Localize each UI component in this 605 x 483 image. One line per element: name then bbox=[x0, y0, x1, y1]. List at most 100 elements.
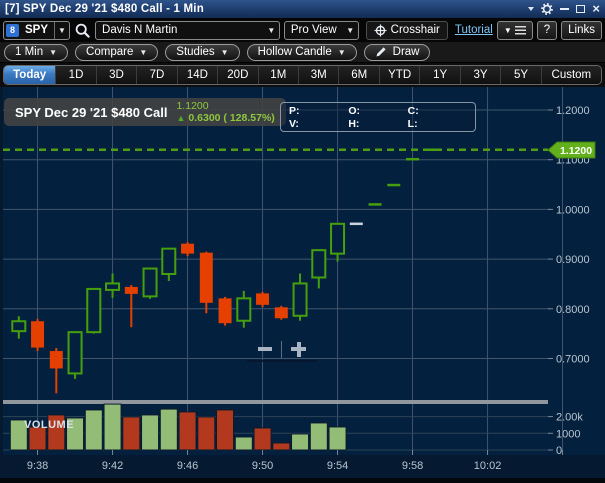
account-dropdown[interactable]: Davis N Martin ▼ bbox=[95, 20, 280, 40]
tab-3d[interactable]: 3D bbox=[96, 66, 138, 84]
title-bar: [7] SPY Dec 29 '21 $480 Call - 1 Min × bbox=[0, 0, 605, 18]
price-volume-chart[interactable]: 1.20001.10001.00000.90000.80000.70002.00… bbox=[0, 87, 605, 483]
volume-bar[interactable] bbox=[141, 414, 160, 451]
chevron-down-icon: ▼ bbox=[337, 47, 346, 57]
volume-bar[interactable] bbox=[253, 427, 272, 451]
chevron-down-icon: ▼ bbox=[220, 47, 229, 57]
candle[interactable] bbox=[11, 320, 27, 333]
compare-dropdown[interactable]: Compare ▼ bbox=[75, 43, 159, 61]
volume-bar[interactable] bbox=[84, 409, 103, 451]
candle[interactable] bbox=[330, 222, 346, 255]
pane-divider[interactable] bbox=[3, 400, 548, 404]
volume-bar[interactable] bbox=[234, 436, 253, 451]
tab-20d[interactable]: 20D bbox=[218, 66, 259, 84]
chart-legend: SPY Dec 29 '21 $480 Call 1.1200 ▲ 0.6300… bbox=[4, 98, 286, 126]
tab-ytd[interactable]: YTD bbox=[379, 66, 421, 84]
chart-style-dropdown[interactable]: Hollow Candle ▼ bbox=[246, 43, 357, 61]
volume-bar[interactable] bbox=[122, 416, 141, 451]
volume-bar[interactable] bbox=[66, 417, 85, 451]
tab-1y[interactable]: 1Y bbox=[420, 66, 461, 84]
candle[interactable] bbox=[124, 286, 138, 294]
toolbar-main: 8 SPY ▼ Davis N Martin ▼ Pro View ▼ Cros… bbox=[0, 18, 605, 42]
crosshair-button[interactable]: Crosshair bbox=[365, 20, 448, 40]
zoom-divider bbox=[281, 340, 282, 358]
close-button[interactable]: × bbox=[592, 1, 600, 16]
volume-bar[interactable] bbox=[159, 408, 178, 451]
chart-menu-button[interactable]: ▼ bbox=[496, 20, 533, 40]
candle[interactable] bbox=[142, 267, 158, 298]
tab-1m[interactable]: 1M bbox=[258, 66, 300, 84]
links-button[interactable]: Links bbox=[561, 20, 602, 40]
settings-caret-icon[interactable] bbox=[528, 2, 535, 16]
candle[interactable] bbox=[274, 307, 288, 319]
volume-bar[interactable] bbox=[272, 442, 291, 451]
volume-tick-label: 2.00k bbox=[556, 412, 583, 424]
time-tick-label: 10:02 bbox=[474, 460, 502, 472]
up-arrow-icon: ▲ bbox=[176, 112, 186, 123]
candle[interactable] bbox=[161, 247, 177, 276]
volume-bar[interactable] bbox=[197, 416, 216, 451]
chevron-down-icon[interactable]: ▼ bbox=[267, 25, 276, 35]
tab-custom[interactable]: Custom bbox=[541, 66, 601, 84]
chart-style-value: Hollow Candle bbox=[257, 46, 332, 58]
volume-bar[interactable] bbox=[9, 419, 28, 451]
price-tick-label: 0.9000 bbox=[556, 254, 590, 266]
draw-button[interactable]: Draw bbox=[363, 43, 431, 61]
candle[interactable] bbox=[218, 298, 232, 324]
crosshair-label: Crosshair bbox=[390, 24, 440, 36]
tab-today[interactable]: Today bbox=[4, 66, 57, 84]
volume-bar[interactable] bbox=[47, 414, 66, 451]
interval-dropdown[interactable]: 1 Min ▼ bbox=[4, 43, 69, 61]
tab-3y[interactable]: 3Y bbox=[460, 66, 502, 84]
zoom-out-button[interactable] bbox=[258, 347, 272, 351]
chart-area[interactable]: 1.2000 1.1000 1.0000 0.9000 0.8000 0.7000 2.00… bbox=[0, 87, 605, 483]
view-dropdown[interactable]: Pro View ▼ bbox=[283, 20, 359, 40]
candle[interactable] bbox=[67, 331, 83, 375]
candle[interactable] bbox=[31, 321, 45, 348]
account-value: Davis N Martin bbox=[102, 24, 178, 36]
tab-3m[interactable]: 3M bbox=[299, 66, 340, 84]
candle[interactable] bbox=[49, 351, 63, 369]
candle[interactable] bbox=[181, 243, 195, 254]
help-button[interactable]: ? bbox=[536, 20, 558, 40]
candle[interactable] bbox=[311, 249, 327, 279]
symbol-value: SPY bbox=[25, 24, 49, 36]
toolbar-studies: 1 Min ▼ Compare ▼ Studies ▼ Hollow Candle ▼ … bbox=[0, 42, 605, 63]
studies-dropdown[interactable]: Studies ▼ bbox=[165, 43, 240, 61]
chevron-down-icon[interactable]: ▼ bbox=[54, 21, 69, 39]
time-tick-label: 9:46 bbox=[177, 460, 198, 472]
candle[interactable] bbox=[199, 252, 213, 303]
candle[interactable] bbox=[256, 293, 270, 305]
studies-label: Studies bbox=[176, 46, 215, 58]
gear-icon[interactable] bbox=[541, 2, 554, 16]
maximize-button[interactable] bbox=[576, 2, 586, 16]
tab-1d[interactable]: 1D bbox=[56, 66, 97, 84]
chevron-down-icon: ▼ bbox=[503, 25, 512, 35]
tab-6m[interactable]: 6M bbox=[339, 66, 380, 84]
volume-bar[interactable] bbox=[328, 426, 347, 451]
volume-bar[interactable] bbox=[178, 411, 197, 451]
tutorial-link[interactable]: Tutorial bbox=[454, 24, 493, 36]
volume-bar[interactable] bbox=[103, 403, 122, 451]
price-tick-label: 1.2000 bbox=[556, 105, 590, 117]
time-tick-label: 9:54 bbox=[327, 460, 348, 472]
symbol-combo[interactable]: 8 SPY ▼ bbox=[3, 20, 71, 40]
zoom-in-button[interactable] bbox=[291, 341, 306, 357]
minimize-button[interactable] bbox=[560, 2, 570, 16]
volume-bar[interactable] bbox=[291, 433, 310, 451]
range-tabs-row: Today 1D 3D 7D 14D 20D 1M 3M 6M YTD 1Y 3Y 5Y Custom bbox=[0, 63, 605, 87]
volume-bar[interactable] bbox=[216, 409, 235, 451]
crosshair-icon bbox=[374, 24, 387, 36]
tab-5y[interactable]: 5Y bbox=[501, 66, 542, 84]
search-icon[interactable] bbox=[74, 21, 91, 40]
interval-value: 1 Min bbox=[15, 46, 44, 58]
chevron-down-icon[interactable]: ▼ bbox=[346, 25, 355, 35]
window-title: [7] SPY Dec 29 '21 $480 Call - 1 Min bbox=[5, 3, 204, 15]
candle[interactable] bbox=[86, 287, 102, 334]
tab-7d[interactable]: 7D bbox=[137, 66, 178, 84]
candle[interactable] bbox=[236, 297, 252, 322]
candle[interactable] bbox=[105, 282, 121, 291]
volume-bar[interactable] bbox=[309, 422, 328, 451]
candle[interactable] bbox=[292, 282, 308, 317]
tab-14d[interactable]: 14D bbox=[177, 66, 219, 84]
